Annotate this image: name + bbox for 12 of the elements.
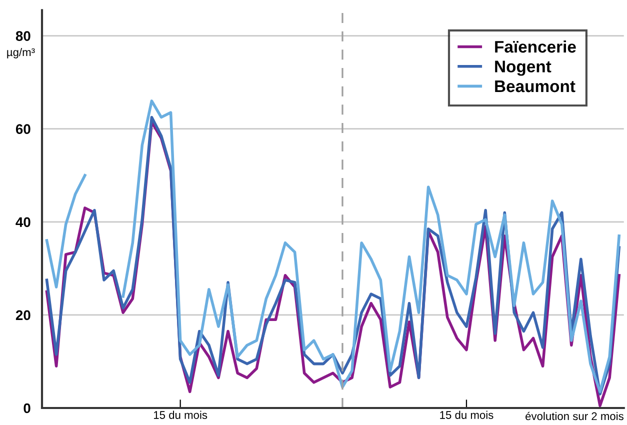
x-tick-label: 15 du mois [154, 410, 208, 419]
legend-label: Faïencerie [495, 40, 576, 53]
text: évolution sur 2 mois [526, 412, 624, 420]
y-tick-label: 20 [16, 310, 30, 320]
y-tick-label: 0 [24, 403, 30, 414]
y-axis-title: µg/m³ [7, 48, 35, 58]
y-tick-label: 60 [16, 124, 30, 134]
x-tick-label: 15 du mois [440, 410, 494, 419]
legend-label: Nogent [495, 60, 552, 76]
y-tick-label: 80 [16, 31, 30, 41]
legend-label: Beaumont [495, 80, 576, 92]
y-tick-label: 40 [16, 217, 30, 228]
